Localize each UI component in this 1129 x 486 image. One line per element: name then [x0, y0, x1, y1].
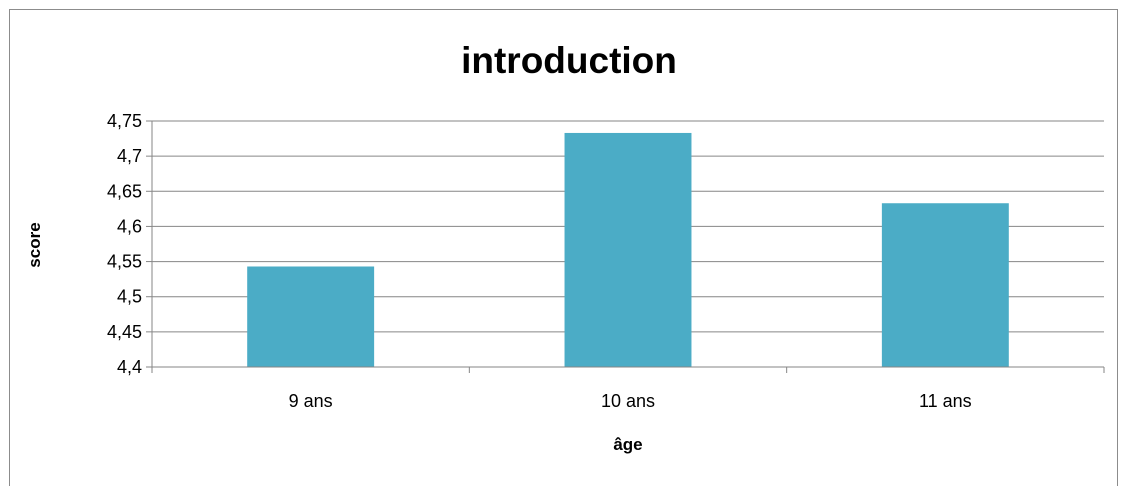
y-tick-label: 4,55 [107, 252, 142, 272]
x-tick-label: 10 ans [601, 391, 655, 411]
x-tick-labels: 9 ans 10 ans 11 ans [289, 391, 972, 411]
y-tick-label: 4,5 [117, 287, 142, 307]
axes [146, 120, 1105, 373]
y-tick-labels: 4,4 4,45 4,5 4,55 4,6 4,65 4,7 4,75 [107, 111, 142, 377]
y-tick-label: 4,45 [107, 322, 142, 342]
y-axis-title: score [25, 222, 44, 267]
y-tick-label: 4,4 [117, 357, 142, 377]
y-tick-label: 4,65 [107, 181, 142, 201]
bars [247, 132, 1009, 367]
x-tick-label: 11 ans [919, 391, 972, 411]
bar [564, 132, 692, 367]
bar [247, 266, 375, 367]
y-tick-label: 4,6 [117, 216, 142, 236]
x-axis-title: âge [613, 435, 642, 454]
x-tick-label: 9 ans [289, 391, 333, 411]
y-tick-label: 4,75 [107, 111, 142, 131]
bar [881, 203, 1009, 367]
y-tick-label: 4,7 [117, 146, 142, 166]
chart-title: introduction [461, 40, 677, 81]
